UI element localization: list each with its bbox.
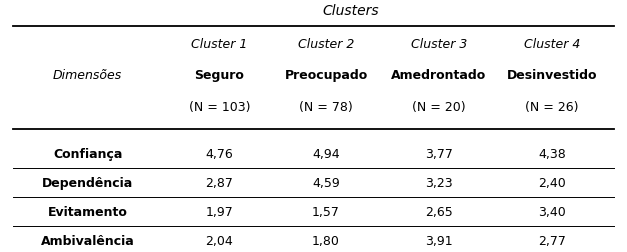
Text: Seguro: Seguro xyxy=(194,69,245,82)
Text: (N = 78): (N = 78) xyxy=(299,101,353,114)
Text: 4,94: 4,94 xyxy=(312,148,340,162)
Text: 4,38: 4,38 xyxy=(538,148,566,162)
Text: Desinvestido: Desinvestido xyxy=(507,69,597,82)
Text: 3,77: 3,77 xyxy=(425,148,453,162)
Text: 4,59: 4,59 xyxy=(312,177,340,191)
Text: (N = 103): (N = 103) xyxy=(189,101,250,114)
Text: 2,40: 2,40 xyxy=(538,177,566,191)
Text: 2,77: 2,77 xyxy=(538,235,566,248)
Text: 2,87: 2,87 xyxy=(206,177,233,191)
Text: 1,97: 1,97 xyxy=(206,206,233,219)
Text: 3,40: 3,40 xyxy=(538,206,566,219)
Text: 2,65: 2,65 xyxy=(425,206,453,219)
Text: Clusters: Clusters xyxy=(323,4,379,18)
Text: Evitamento: Evitamento xyxy=(48,206,128,219)
Text: Amedrontado: Amedrontado xyxy=(391,69,487,82)
Text: Cluster 4: Cluster 4 xyxy=(524,38,580,51)
Text: 2,04: 2,04 xyxy=(206,235,233,248)
Text: (N = 26): (N = 26) xyxy=(525,101,579,114)
Text: Cluster 3: Cluster 3 xyxy=(411,38,467,51)
Text: Cluster 2: Cluster 2 xyxy=(298,38,354,51)
Text: 1,80: 1,80 xyxy=(312,235,340,248)
Text: 3,91: 3,91 xyxy=(425,235,453,248)
Text: 3,23: 3,23 xyxy=(425,177,453,191)
Text: Dimensões: Dimensões xyxy=(53,69,122,82)
Text: Confiança: Confiança xyxy=(53,148,122,162)
Text: 1,57: 1,57 xyxy=(312,206,340,219)
Text: Preocupado: Preocupado xyxy=(285,69,367,82)
Text: Dependência: Dependência xyxy=(42,177,134,191)
Text: 4,76: 4,76 xyxy=(206,148,233,162)
Text: Ambivalência: Ambivalência xyxy=(41,235,135,248)
Text: Cluster 1: Cluster 1 xyxy=(191,38,248,51)
Text: (N = 20): (N = 20) xyxy=(412,101,466,114)
